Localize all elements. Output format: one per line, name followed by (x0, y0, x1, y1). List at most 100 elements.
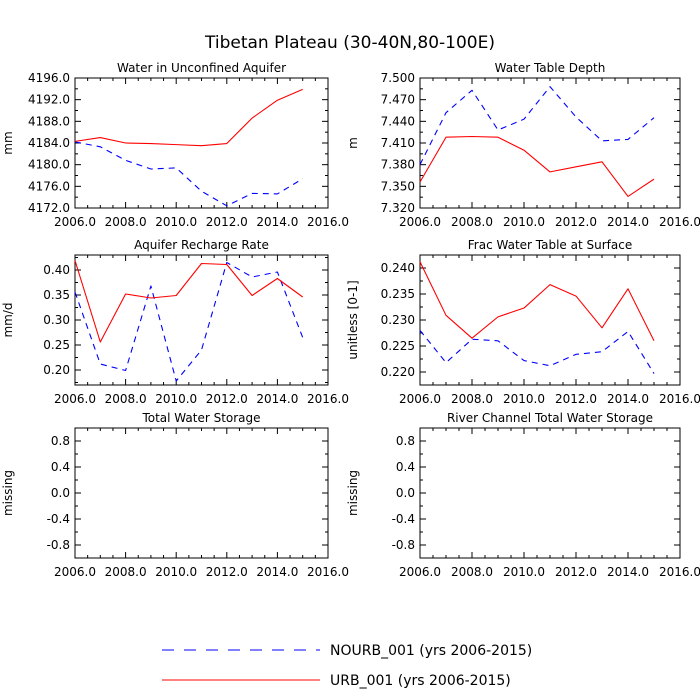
legend: NOURB_001 (yrs 2006-2015) URB_001 (yrs 20… (162, 643, 532, 689)
y-axis-label: mm/d (1, 302, 15, 337)
x-tick-label: 2006.0 (399, 565, 441, 579)
figure-title: Tibetan Plateau (30-40N,80-100E) (204, 33, 495, 53)
x-tick-label: 2008.0 (105, 565, 147, 579)
y-tick-label: 4180.0 (28, 158, 70, 172)
panel-4: Frac Water Table at Surface unitless [0-1… (346, 238, 700, 406)
y-tick-label: 7.500 (381, 71, 415, 85)
x-tick-label: 2010.0 (503, 215, 545, 229)
y-tick-label: -0.8 (47, 538, 70, 552)
x-tick-label: 2016.0 (659, 565, 700, 579)
x-tick-label: 2012.0 (206, 392, 248, 406)
y-tick-label: 4192.0 (28, 93, 70, 107)
x-tick-label: 2006.0 (399, 392, 441, 406)
panel-1: Water in Unconfined Aquifer mm 2006.0 2008.… (1, 61, 349, 229)
legend-item-nourb: NOURB_001 (yrs 2006-2015) (162, 643, 532, 659)
x-tick-label: 2012.0 (206, 215, 248, 229)
y-tick-label: 0.0 (396, 486, 415, 500)
plot-frame (74, 254, 329, 386)
y-tick-label: 0.0 (51, 486, 70, 500)
panel-title: Aquifer Recharge Rate (134, 238, 269, 252)
panel-title: River Channel Total Water Storage (447, 411, 653, 425)
y-tick-label: -0.4 (392, 512, 415, 526)
panel-title: Water Table Depth (495, 61, 606, 75)
x-tick-label: 2010.0 (155, 392, 197, 406)
y-tick-label: 7.410 (381, 136, 415, 150)
y-tick-label: 7.350 (381, 179, 415, 193)
x-tick-label: 2014.0 (256, 565, 298, 579)
y-tick-label: 0.20 (43, 363, 70, 377)
y-tick-label: 7.380 (381, 158, 415, 172)
panels: Water in Unconfined Aquifer mm 2006.0 2008.… (1, 61, 700, 579)
series-line-nourb (74, 141, 303, 207)
y-tick-label: 4172.0 (28, 201, 70, 215)
y-tick-label: 0.30 (43, 313, 70, 327)
plot-frame (74, 77, 329, 209)
y-tick-label: 0.40 (43, 263, 70, 277)
plot-frame (419, 427, 681, 559)
x-tick-label: 2010.0 (503, 392, 545, 406)
series-line-urb (74, 260, 304, 343)
y-tick-label: 0.240 (381, 261, 415, 275)
x-tick-label: 2016.0 (659, 215, 700, 229)
x-tick-label: 2014.0 (256, 215, 298, 229)
y-tick-label: 4188.0 (28, 114, 70, 128)
x-tick-label: 2016.0 (307, 392, 349, 406)
legend-item-urb: URB_001 (yrs 2006-2015) (162, 673, 511, 689)
x-tick-label: 2006.0 (399, 215, 441, 229)
y-tick-label: 0.220 (381, 365, 415, 379)
plot-frame (419, 254, 681, 386)
x-tick-label: 2012.0 (555, 565, 597, 579)
y-tick-label: 0.235 (381, 287, 415, 301)
x-tick-label: 2016.0 (307, 565, 349, 579)
y-tick-label: 0.4 (51, 460, 70, 474)
x-tick-label: 2010.0 (155, 215, 197, 229)
y-tick-label: 0.4 (396, 460, 415, 474)
series-line-urb (74, 88, 303, 147)
x-tick-label: 2012.0 (555, 215, 597, 229)
y-axis-label: missing (346, 470, 360, 516)
series-line-urb (419, 135, 655, 197)
legend-label: URB_001 (yrs 2006-2015) (330, 673, 511, 689)
x-tick-label: 2014.0 (256, 392, 298, 406)
x-tick-label: 2006.0 (54, 392, 96, 406)
y-axis-label: missing (1, 470, 15, 516)
panel-title: Total Water Storage (141, 411, 260, 425)
panel-title: Water in Unconfined Aquifer (117, 61, 286, 75)
series-line-nourb (74, 261, 304, 382)
y-tick-label: 0.35 (43, 288, 70, 302)
legend-label: NOURB_001 (yrs 2006-2015) (330, 643, 532, 659)
y-tick-label: 0.230 (381, 313, 415, 327)
y-tick-label: 4176.0 (28, 179, 70, 193)
x-tick-label: 2016.0 (307, 215, 349, 229)
panel-6: River Channel Total Water Storage missing… (346, 411, 700, 579)
y-tick-label: 4184.0 (28, 136, 70, 150)
y-tick-label: 7.440 (381, 114, 415, 128)
y-tick-label: 0.8 (51, 434, 70, 448)
series-line-nourb (419, 330, 655, 374)
y-tick-label: 7.320 (381, 201, 415, 215)
y-tick-label: 0.8 (396, 434, 415, 448)
y-axis-label: mm (1, 131, 15, 154)
y-axis-label: unitless [0-1] (346, 280, 360, 359)
y-tick-label: 0.25 (43, 338, 70, 352)
x-tick-label: 2014.0 (607, 392, 649, 406)
x-tick-label: 2006.0 (54, 565, 96, 579)
panel-title: Frac Water Table at Surface (468, 238, 632, 252)
panel-3: Aquifer Recharge Rate mm/d 2006.0 2008.0 201… (1, 238, 349, 406)
x-tick-label: 2014.0 (607, 215, 649, 229)
x-tick-label: 2008.0 (105, 392, 147, 406)
panel-2: Water Table Depth m 2006.0 2008.0 2010.0 2012… (346, 61, 700, 229)
y-tick-label: -0.4 (47, 512, 70, 526)
x-tick-label: 2010.0 (155, 565, 197, 579)
series-line-urb (419, 261, 655, 342)
x-tick-label: 2008.0 (451, 565, 493, 579)
x-tick-label: 2014.0 (607, 565, 649, 579)
y-tick-label: 7.470 (381, 93, 415, 107)
y-axis-label: m (346, 137, 360, 149)
x-tick-label: 2016.0 (659, 392, 700, 406)
series-line-nourb (419, 86, 655, 165)
x-tick-label: 2010.0 (503, 565, 545, 579)
x-tick-label: 2012.0 (555, 392, 597, 406)
x-tick-label: 2008.0 (451, 215, 493, 229)
